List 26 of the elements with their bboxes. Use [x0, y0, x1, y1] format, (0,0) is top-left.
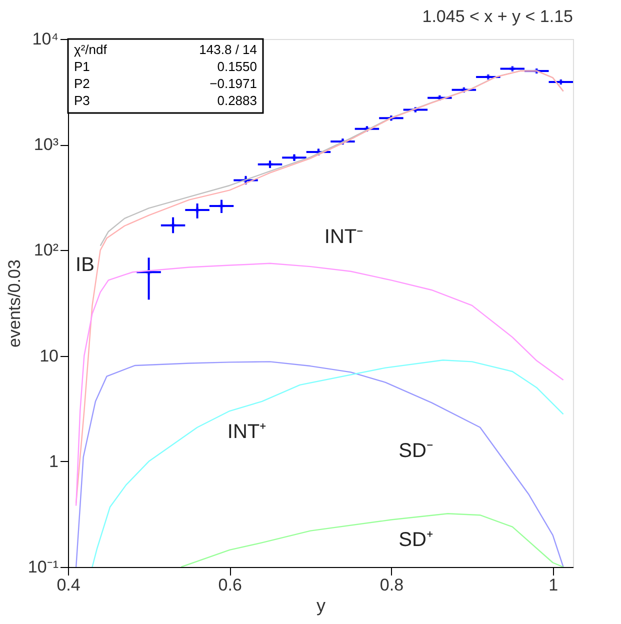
y-axis-title: events/0.03 [4, 260, 24, 348]
y-tick-label: 10² [34, 240, 59, 260]
line-series [180, 513, 564, 567]
x-tick-label: 1 [548, 576, 558, 594]
y-tick-label: 10³ [34, 135, 59, 154]
annotation: SD⁺ [398, 529, 434, 551]
y-tick-label: 10⁻¹ [28, 558, 59, 576]
annotation: INT⁺ [227, 421, 267, 443]
y-tick-label: 10⁴ [32, 30, 58, 48]
annotation: IB [76, 254, 94, 276]
y-tick-label: 1 [49, 452, 58, 471]
text: P1 0.1550 [74, 59, 257, 74]
text: P2 −0.1971 [74, 76, 257, 91]
annotation: INT⁻ [324, 226, 364, 248]
chart-title: 1.045 < x + y < 1.15 [422, 7, 573, 26]
annotation: SD⁻ [398, 440, 434, 462]
y-tick-label: 10 [40, 346, 58, 366]
point [194, 207, 200, 213]
x-tick-label: 0.4 [56, 576, 80, 594]
text: P3 0.2883 [74, 93, 257, 108]
point [170, 222, 176, 228]
point [218, 203, 224, 209]
x-tick-label: 0.8 [380, 576, 404, 594]
text: χ²/ndf 143.8 / 14 [74, 42, 257, 57]
x-tick-label: 0.6 [218, 576, 242, 594]
x-axis-title: y [316, 596, 326, 616]
